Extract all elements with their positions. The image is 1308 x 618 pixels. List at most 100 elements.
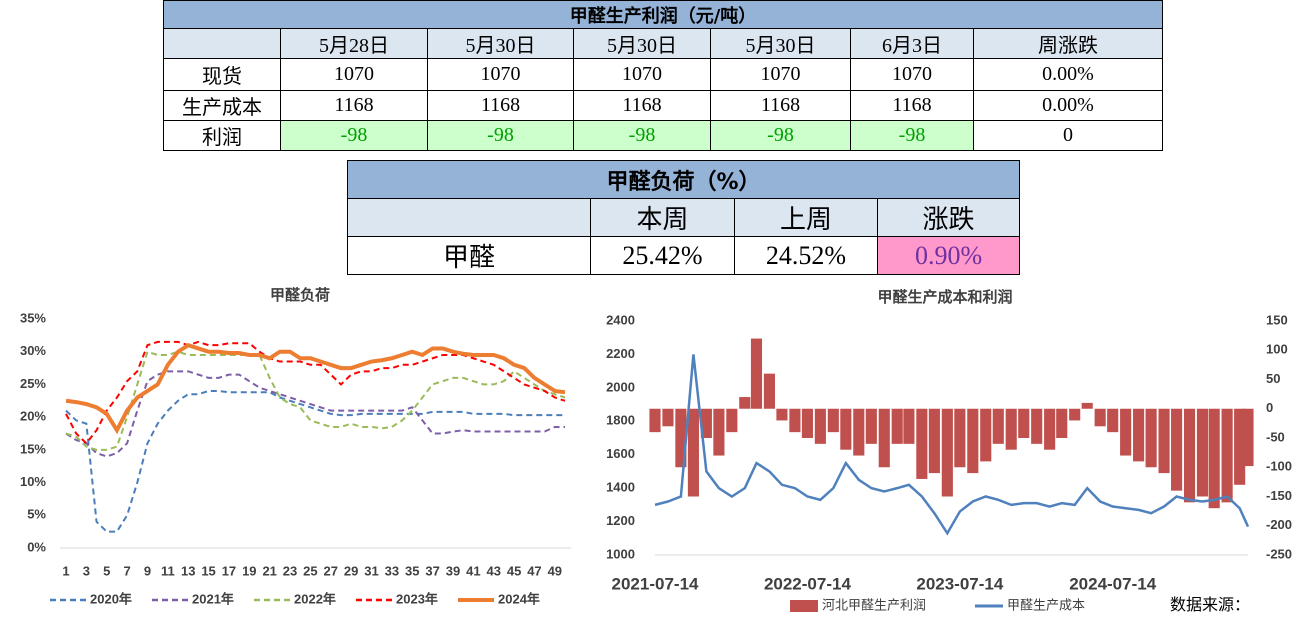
profit-bar [726,408,738,433]
profit-bar [1221,408,1233,503]
series-line [65,389,565,533]
table-cell: 25.42% [590,236,735,275]
y-tick-label: 30% [20,343,46,358]
table-cell: -98 [850,120,974,151]
profit-bar [1094,408,1106,427]
x-tick-label: 2023-07-14 [916,574,1004,593]
header-cell: 6月3日 [850,28,974,59]
legend-label: 2024年 [498,591,540,606]
x-tick-label: 19 [242,563,256,578]
data-table: 甲醛负荷（%） 本周 上周 涨跌 甲醛 25.42% 24.52% 0.90% [346,160,1021,275]
y-tick-label: 25% [20,376,46,391]
profit-bar [739,397,751,409]
y-tick-label: 2000 [606,379,635,394]
table-title: 甲醛生产利润（元/吨） [163,0,1163,29]
profit-bar [687,408,699,497]
x-tick-label: 1 [62,563,69,578]
table-row: 生产成本 1168 1168 1168 1168 1168 0.00% [163,90,1163,121]
row-label: 甲醛 [347,236,591,275]
y-tick-label: 35% [20,310,46,325]
profit-bar [789,408,801,433]
header-cell: 涨跌 [876,198,1021,237]
table-cell: 1070 [573,58,711,91]
y-tick-label: 2400 [606,312,635,327]
x-tick-label: 5 [103,563,110,578]
profit-bar [1242,408,1254,467]
table-cell: 0.00% [973,90,1163,121]
y-tick-label: 20% [20,409,46,424]
x-tick-label: 35 [405,563,419,578]
profit-bar [700,408,712,438]
profit-bar [891,408,903,444]
profit-bar [763,373,775,409]
profit-bar [1196,408,1209,497]
data-table: 甲醛生产利润（元/吨） 5月28日 5月30日 5月30日 5月30日 6月3日 周涨跌 现货… [163,0,1163,151]
profit-bar [801,408,813,438]
y-tick-label: 1600 [606,446,635,461]
y2-tick-label: -150 [1266,488,1292,503]
header-cell: 5月30日 [710,28,851,59]
profit-bar [662,408,674,427]
x-tick-label: 9 [144,563,151,578]
profit-bar [916,408,928,479]
x-tick-label: 31 [364,563,378,578]
title-row: 甲醛负荷（%） [346,160,1021,199]
series-line [65,342,566,435]
row-label: 生产成本 [163,90,281,121]
y2-tick-label: -200 [1266,517,1292,532]
profit-bar [750,338,763,409]
profit-bar [1031,408,1043,444]
profit-bar [1133,408,1145,462]
y-tick-label: 0% [27,539,46,554]
series-line [65,350,566,451]
y-tick-label: 1200 [606,513,635,528]
legend-label: 2021年 [192,591,234,606]
y-tick-label: 1000 [606,546,635,561]
header-cell: 周涨跌 [973,28,1163,59]
row-label: 现货 [163,58,281,91]
cost-line [654,354,1250,536]
x-tick-label: 27 [324,563,338,578]
profit-bar [1044,408,1056,450]
x-tick-label: 29 [344,563,358,578]
chart-title: 甲醛负荷 [270,286,330,304]
legend-label: 2023年 [396,591,438,606]
y-tick-label: 1800 [606,413,635,428]
header-row: 本周 上周 涨跌 [347,198,1021,237]
legend-label: 2020年 [90,591,132,606]
profit-bar [649,408,661,433]
x-tick-label: 15 [201,563,215,578]
chart-title: 甲醛生产成本和利润 [877,288,1012,306]
table-cell: 1070 [427,58,574,91]
row-label: 利润 [163,120,281,151]
x-tick-label: 23 [283,563,297,578]
legend-label: 甲醛生产成本 [1007,597,1085,612]
x-tick-label: 21 [262,563,276,578]
y-tick-label: 2200 [606,346,635,361]
profit-bar [878,408,890,468]
header-cell: 上周 [734,198,878,237]
x-tick-label: 41 [466,563,480,578]
y2-tick-label: 50 [1266,371,1280,386]
profit-bar [1107,408,1119,433]
y-tick-label: 1400 [606,480,635,495]
profit-bar [1183,408,1196,503]
profit-bar [1171,408,1183,491]
y2-tick-label: 100 [1266,342,1288,357]
profit-bar [853,408,865,456]
y-tick-label: 15% [20,441,46,456]
table-cell: 0.00% [973,58,1163,91]
x-tick-label: 3 [83,563,90,578]
profit-bar [865,408,877,444]
legend-swatch [790,600,818,612]
x-tick-label: 33 [385,563,399,578]
x-tick-label: 2024-07-14 [1069,574,1157,593]
header-cell: 5月28日 [280,28,428,59]
x-tick-label: 13 [181,563,195,578]
table-cell: -98 [427,120,574,151]
table-cell: 0 [973,120,1163,151]
legend-label: 2022年 [294,591,336,606]
x-tick-label: 37 [425,563,439,578]
